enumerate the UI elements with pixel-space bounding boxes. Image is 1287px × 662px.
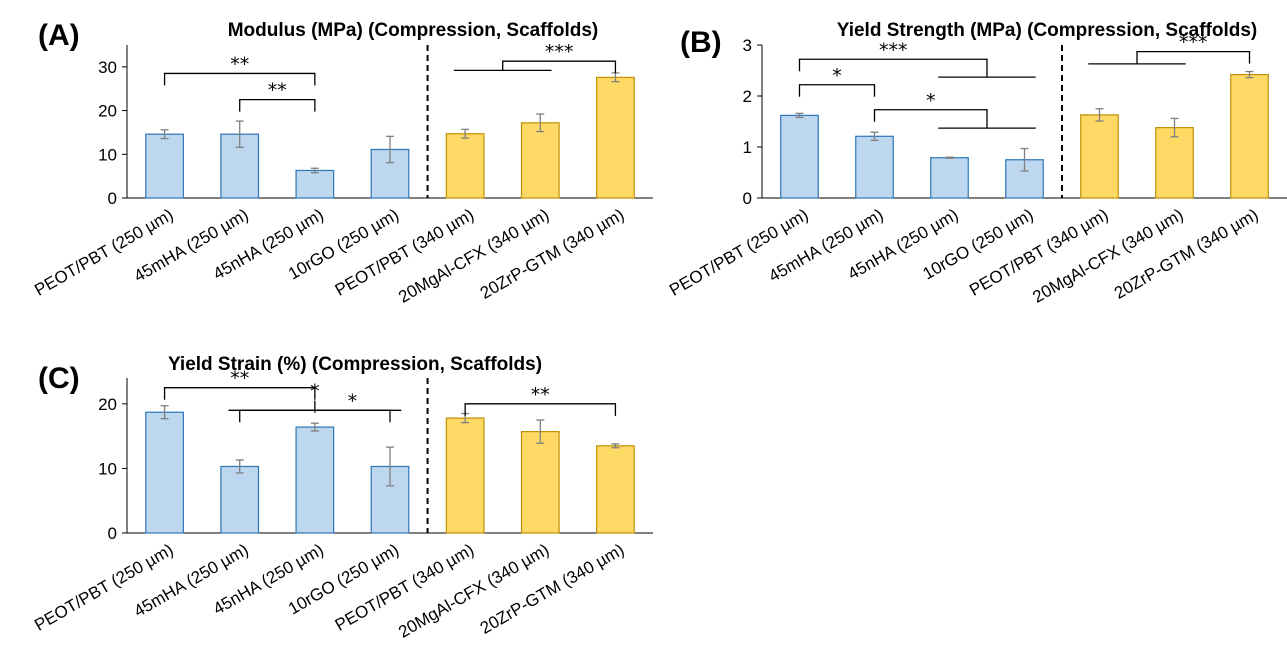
y-tick-label: 0 xyxy=(108,189,117,208)
category-label: PEOT/PBT (250 µm) xyxy=(31,205,176,300)
chart-title-yield-strain: Yield Strain (%) (Compression, Scaffolds… xyxy=(168,354,542,375)
significance-bracket xyxy=(163,387,316,400)
y-tick-label: 1 xyxy=(743,138,752,157)
significance-label: ** xyxy=(268,80,287,102)
bar xyxy=(445,417,485,534)
y-tick-label: 20 xyxy=(98,395,117,414)
category-label: 20ZrP-GTM (340 µm) xyxy=(477,540,627,638)
significance-label: * xyxy=(926,90,936,112)
y-tick-label: 2 xyxy=(743,87,752,106)
bar xyxy=(220,133,260,199)
significance-label: ** xyxy=(230,368,249,390)
significance-label: * xyxy=(348,390,358,412)
bar xyxy=(596,76,635,199)
chart-yield-strain: (C) Yield Strain (%) (Compression, Scaff… xyxy=(31,354,653,642)
significance-bracket xyxy=(798,84,876,97)
bar xyxy=(855,135,894,199)
chart-title-modulus: Modulus (MPa) (Compression, Scaffolds) xyxy=(228,20,599,41)
significance-bracket xyxy=(163,72,316,86)
bar xyxy=(780,114,819,199)
bar xyxy=(445,133,485,199)
y-tick-label: 0 xyxy=(108,524,117,543)
bar xyxy=(520,431,560,534)
significance-connector xyxy=(798,58,988,78)
bar xyxy=(1080,114,1119,199)
bar xyxy=(1230,73,1269,199)
category-label: 20ZrP-GTM (340 µm) xyxy=(1111,205,1261,303)
significance-label: * xyxy=(832,65,842,87)
panel-letter-b: (B) xyxy=(680,26,722,59)
significance-label: * xyxy=(310,381,320,403)
y-tick-label: 20 xyxy=(98,102,117,121)
category-label: PEOT/PBT (250 µm) xyxy=(666,205,811,300)
chart-modulus: (A) Modulus (MPa) (Compression, Scaffold… xyxy=(31,19,653,307)
bar xyxy=(220,465,260,534)
panel-letter-a: (A) xyxy=(38,19,80,52)
chart-title-yield-strength: Yield Strength (MPa) (Compression, Scaff… xyxy=(837,20,1258,41)
bar xyxy=(930,157,969,199)
chart-yield-strength: (B) Yield Strength (MPa) (Compression, S… xyxy=(666,20,1287,307)
panel-letter-c: (C) xyxy=(38,362,80,395)
significance-connector xyxy=(502,60,617,74)
significance-bracket xyxy=(464,403,617,416)
significance-label: ** xyxy=(531,384,550,406)
significance-label: *** xyxy=(545,41,574,63)
y-tick-label: 10 xyxy=(98,459,117,478)
bar xyxy=(596,445,635,534)
significance-bracket xyxy=(239,98,316,112)
category-label: PEOT/PBT (250 µm) xyxy=(31,540,176,635)
significance-label: ** xyxy=(230,53,249,75)
significance-connector xyxy=(1136,50,1251,64)
y-tick-label: 3 xyxy=(743,36,752,55)
y-tick-label: 10 xyxy=(98,145,117,164)
bar xyxy=(295,426,335,534)
bar xyxy=(1155,127,1194,199)
bar xyxy=(295,169,335,199)
bar xyxy=(145,411,184,534)
significance-connector xyxy=(873,109,988,129)
significance-bracket xyxy=(239,409,391,423)
y-tick-label: 0 xyxy=(743,189,752,208)
bar xyxy=(520,122,560,199)
category-label: 20ZrP-GTM (340 µm) xyxy=(477,205,627,303)
significance-label: *** xyxy=(1179,32,1208,54)
y-tick-label: 30 xyxy=(98,58,117,77)
bar xyxy=(145,133,184,199)
significance-label: *** xyxy=(879,39,908,61)
